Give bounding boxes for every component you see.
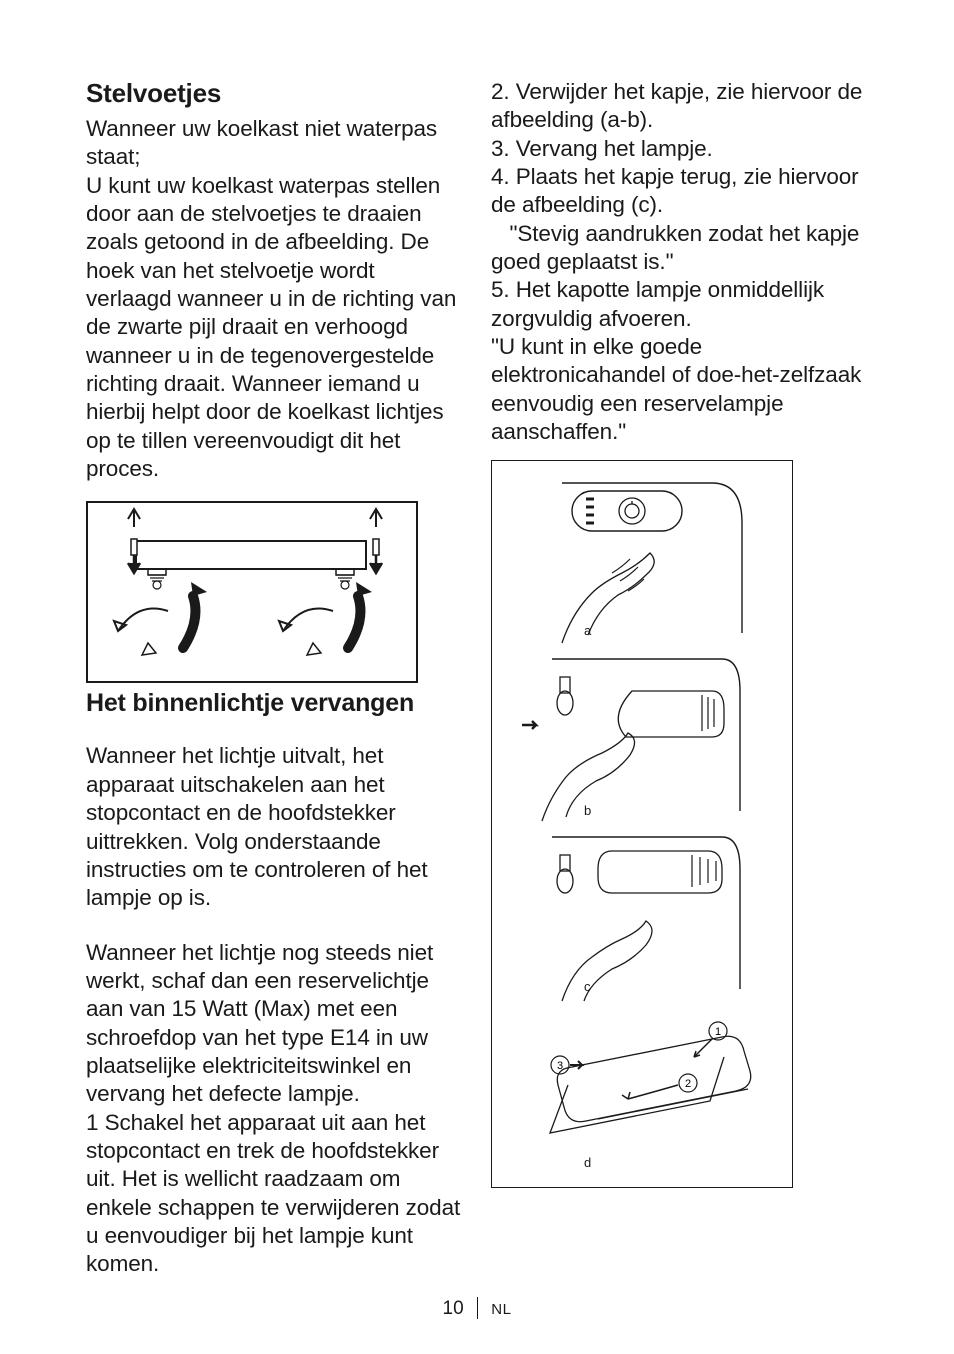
two-column-layout: Stelvoetjes Wanneer uw koelkast niet wat… [86,78,868,1279]
lamp-panel-b: b [502,651,782,829]
para-reserve-note: "U kunt in elke goede elektronicahandel … [491,333,868,446]
levelling-diagram-svg [88,503,416,681]
heading-stelvoetjes: Stelvoetjes [86,78,463,109]
lamp-label-d: d [584,1155,591,1170]
para-level-instructions: U kunt uw koelkast waterpas stellen door… [86,172,463,484]
para-lamp-step1: 1 Schakel het apparaat uit aan het stopc… [86,1109,463,1279]
svg-text:1: 1 [715,1026,721,1038]
lamp-panel-a: a [502,473,782,651]
para-step5: 5. Het kapotte lampje onmiddellijk zorgv… [491,276,868,333]
lamp-label-c: c [584,979,591,994]
heading-binnenlichtje: Het binnenlichtje vervangen [86,689,463,718]
footer-separator [477,1297,479,1319]
svg-text:2: 2 [685,1078,691,1090]
page-lang: NL [491,1301,511,1318]
left-column: Stelvoetjes Wanneer uw koelkast niet wat… [86,78,463,1279]
page: Stelvoetjes Wanneer uw koelkast niet wat… [0,0,954,1354]
para-step3: 3. Vervang het lampje. [491,135,868,163]
figure-levelling-feet [86,501,418,683]
lamp-label-a: a [584,623,591,638]
lamp-panel-d: 1 2 3 d [502,1007,782,1175]
page-number: 10 [443,1298,464,1319]
lamp-panel-c: c [502,829,782,1007]
para-step4-note: "Stevig aandrukken zodat het kapje goed … [491,220,868,277]
right-column: 2. Verwijder het kapje, zie hiervoor de … [491,78,868,1279]
para-level-intro: Wanneer uw koelkast niet waterpas staat; [86,115,463,172]
para-step4: 4. Plaats het kapje terug, zie hiervoor … [491,163,868,220]
para-lamp-intro: Wanneer het lichtje uitvalt, het apparaa… [86,742,463,912]
figure-lamp-replacement: a [491,460,793,1188]
page-footer: 10 NL [0,1297,954,1320]
lamp-label-b: b [584,803,591,818]
para-lamp-replace: Wanneer het lichtje nog steeds niet werk… [86,939,463,1109]
svg-text:3: 3 [557,1060,563,1072]
para-step2: 2. Verwijder het kapje, zie hiervoor de … [491,78,868,135]
